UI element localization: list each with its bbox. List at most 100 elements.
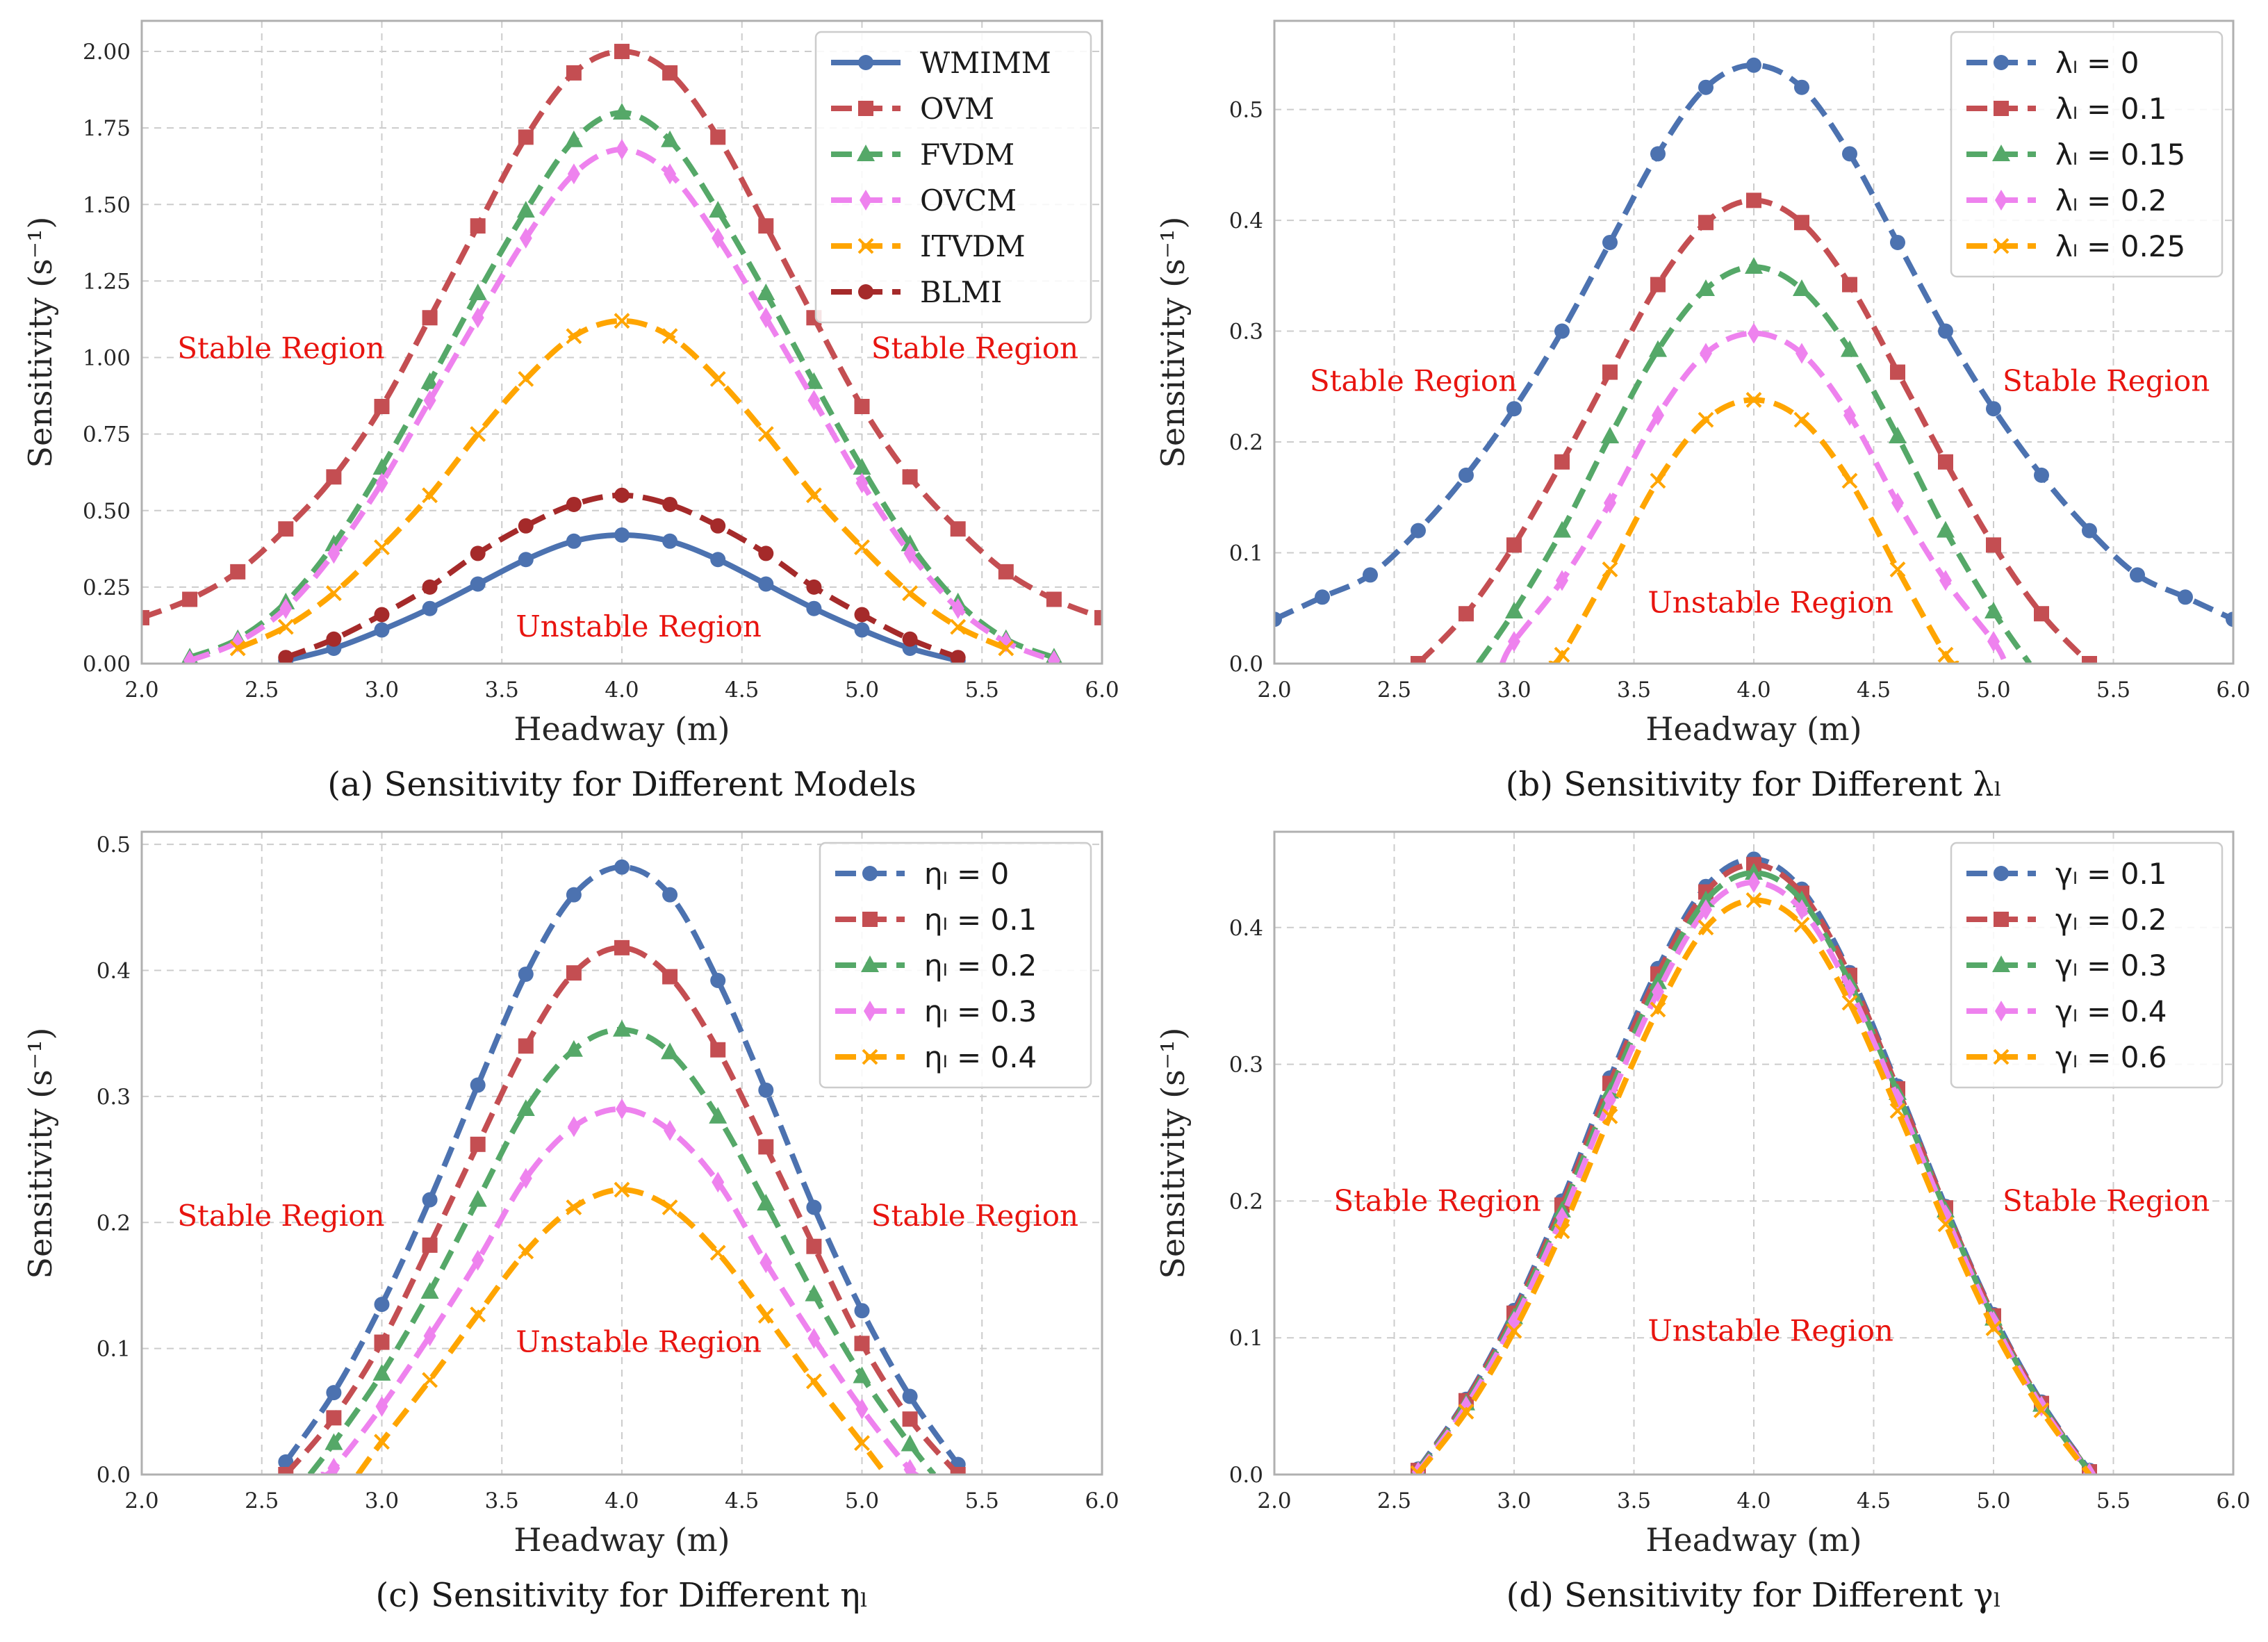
legend-marker bbox=[1994, 101, 2009, 116]
x-tick-label: 6.0 bbox=[1085, 1488, 1119, 1513]
data-point bbox=[1650, 473, 1666, 489]
data-point bbox=[710, 129, 726, 145]
data-point bbox=[1938, 454, 1953, 470]
data-point bbox=[613, 1019, 631, 1037]
data-point bbox=[805, 372, 823, 389]
legend-label: λₗ = 0.2 bbox=[2055, 183, 2167, 217]
data-point bbox=[902, 1411, 918, 1427]
data-point bbox=[567, 1116, 580, 1138]
legend-label: γₗ = 0.6 bbox=[2055, 1040, 2167, 1074]
data-point bbox=[709, 1106, 728, 1124]
y-tick-label: 0.4 bbox=[1229, 916, 1263, 941]
data-point bbox=[1650, 1001, 1666, 1018]
data-point bbox=[902, 1388, 918, 1404]
data-point bbox=[1793, 279, 1811, 296]
legend-box bbox=[1950, 31, 2224, 278]
region-annotation: Stable Region bbox=[1333, 1183, 1540, 1217]
legend-label: BLMI bbox=[920, 275, 1002, 309]
data-point bbox=[854, 1336, 870, 1352]
data-point bbox=[614, 527, 630, 543]
data-point bbox=[710, 1042, 726, 1058]
data-point bbox=[519, 227, 532, 249]
data-point bbox=[951, 598, 964, 619]
x-tick-label: 5.0 bbox=[845, 678, 879, 703]
data-point bbox=[374, 607, 390, 623]
data-point bbox=[1602, 234, 1618, 250]
data-point bbox=[374, 1334, 390, 1350]
data-point bbox=[759, 307, 773, 329]
x-tick-label: 3.5 bbox=[485, 678, 519, 703]
data-point bbox=[423, 390, 436, 411]
data-point bbox=[470, 545, 486, 561]
data-point bbox=[326, 1385, 342, 1401]
data-point bbox=[709, 201, 728, 218]
data-point bbox=[854, 1303, 870, 1319]
data-point bbox=[806, 600, 822, 616]
data-point bbox=[468, 1190, 487, 1207]
panel-c: 2.0 2.5 3.0 3.5 4.0 4.5 5.0 5.5 6.0 0.0 0.1 0.2 0.3 0… bbox=[22, 830, 1119, 1615]
series-line-1 bbox=[284, 944, 960, 1475]
data-point bbox=[566, 887, 582, 903]
y-axis-label: Sensitivity (s⁻¹) bbox=[1154, 217, 1192, 468]
x-tick-label: 2.0 bbox=[124, 678, 158, 703]
data-point bbox=[230, 564, 246, 580]
data-point bbox=[1793, 917, 1810, 933]
legend-marker bbox=[1994, 912, 2009, 927]
data-point bbox=[325, 585, 342, 602]
data-point bbox=[1889, 1103, 1906, 1119]
data-point bbox=[1554, 1223, 1570, 1240]
legend-label: γₗ = 0.4 bbox=[2055, 994, 2167, 1028]
y-axis-label: Sensitivity (s⁻¹) bbox=[1154, 1028, 1192, 1279]
data-point bbox=[1046, 591, 1062, 607]
data-point bbox=[614, 1181, 630, 1198]
x-tick-label: 5.5 bbox=[965, 1488, 999, 1513]
data-point bbox=[757, 1308, 774, 1324]
plot-area bbox=[1410, 851, 2097, 1475]
data-point bbox=[1554, 646, 1570, 663]
legend-marker bbox=[1993, 1049, 2010, 1065]
data-point bbox=[616, 139, 628, 160]
data-point bbox=[853, 1366, 871, 1384]
data-point bbox=[662, 969, 678, 985]
data-point bbox=[806, 1199, 822, 1215]
x-tick-label: 3.5 bbox=[485, 1488, 519, 1513]
data-point bbox=[1556, 570, 1568, 591]
data-point bbox=[1458, 606, 1474, 622]
data-point bbox=[1458, 1404, 1474, 1420]
panel-caption: (a) Sensitivity for Different Models bbox=[327, 765, 916, 804]
y-tick-label: 1.75 bbox=[83, 116, 131, 141]
y-tick-label: 0.5 bbox=[1229, 98, 1263, 123]
data-point bbox=[278, 1454, 294, 1470]
data-point bbox=[710, 518, 726, 534]
data-point bbox=[1649, 340, 1667, 357]
data-point bbox=[1841, 473, 1858, 489]
data-point bbox=[998, 564, 1014, 580]
data-point bbox=[374, 539, 390, 556]
data-point bbox=[279, 598, 293, 619]
data-point bbox=[661, 130, 680, 147]
data-point bbox=[422, 600, 438, 616]
region-annotation: Unstable Region bbox=[516, 1325, 762, 1359]
data-point bbox=[662, 328, 678, 345]
x-tick-label: 5.0 bbox=[1976, 1488, 2010, 1513]
data-point bbox=[1984, 602, 2003, 619]
data-point bbox=[1554, 454, 1570, 470]
legend-marker bbox=[864, 1001, 876, 1021]
data-point bbox=[710, 552, 726, 568]
data-point bbox=[1700, 343, 1712, 364]
y-axis-label: Sensitivity (s⁻¹) bbox=[22, 1028, 59, 1279]
y-tick-label: 0.3 bbox=[1229, 1053, 1263, 1078]
data-point bbox=[518, 1038, 534, 1054]
series-line-0 bbox=[284, 864, 960, 1466]
plot-frame bbox=[1273, 830, 2235, 1476]
data-point bbox=[1889, 427, 1907, 444]
data-point bbox=[470, 218, 486, 234]
legend-box bbox=[1950, 841, 2224, 1089]
data-point bbox=[2130, 567, 2145, 583]
data-point bbox=[182, 591, 198, 607]
data-point bbox=[1745, 863, 1763, 880]
data-point bbox=[516, 1099, 535, 1117]
data-point bbox=[468, 284, 487, 301]
legend-label: λₗ = 0.15 bbox=[2055, 138, 2185, 172]
data-point bbox=[758, 545, 774, 561]
